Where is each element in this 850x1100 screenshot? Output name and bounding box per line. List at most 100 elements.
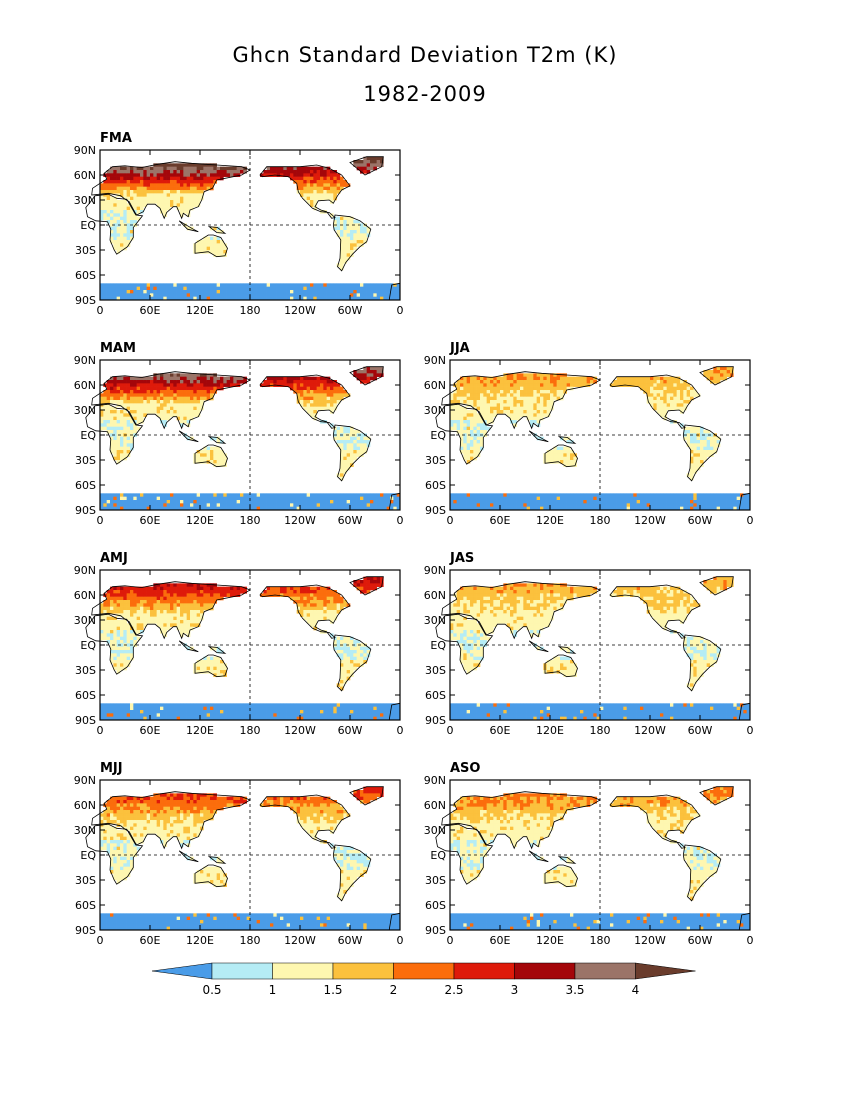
grid-cell: [106, 170, 111, 174]
grid-cell: [160, 586, 164, 591]
grid-cell: [370, 290, 374, 294]
grid-cell: [150, 166, 154, 171]
grid-cell: [520, 496, 524, 501]
grid-cell: [166, 286, 171, 291]
grid-cell: [666, 390, 671, 394]
grid-cell: [230, 503, 234, 507]
grid-cell: [143, 506, 147, 511]
grid-cell: [163, 410, 167, 414]
grid-cell: [346, 446, 351, 451]
grid-cell: [103, 206, 107, 211]
grid-cell: [386, 503, 391, 507]
grid-cell: [130, 410, 134, 414]
grid-cell: [106, 390, 111, 394]
grid-cell: [473, 376, 477, 381]
grid-cell: [686, 383, 691, 387]
grid-cell: [116, 660, 121, 664]
grid-cell: [323, 176, 327, 181]
grid-cell: [120, 503, 124, 507]
grid-cell: [366, 493, 371, 497]
grid-cell: [200, 186, 204, 191]
grid-cell: [123, 400, 127, 404]
grid-cell: [460, 493, 464, 497]
grid-cell: [136, 406, 141, 411]
grid-cell: [116, 440, 121, 444]
grid-cell: [156, 173, 161, 177]
grid-cell: [130, 630, 134, 634]
grid-cell: [203, 586, 207, 591]
grid-cell: [303, 506, 307, 511]
grid-cell: [486, 376, 491, 381]
grid-cell: [326, 283, 331, 287]
grid-cell: [480, 403, 484, 407]
grid-cell: [696, 430, 701, 434]
grid-cell: [156, 496, 161, 501]
grid-cell: [110, 166, 114, 171]
grid-cell: [346, 293, 351, 297]
grid-cell: [320, 493, 324, 497]
grid-cell: [133, 203, 137, 207]
grid-cell: [230, 286, 234, 291]
grid-cell: [506, 496, 511, 501]
grid-cell: [543, 383, 547, 387]
coastline: [349, 366, 384, 386]
grid-cell: [106, 200, 111, 204]
grid-cell: [116, 180, 121, 184]
grid-cell: [670, 383, 674, 387]
grid-cell: [296, 496, 301, 501]
grid-cell: [133, 176, 137, 181]
grid-cell: [303, 496, 307, 501]
grid-cell: [490, 406, 494, 411]
grid-cell: [130, 506, 134, 511]
grid-cell: [126, 626, 131, 631]
grid-cell: [563, 450, 567, 454]
grid-cell: [260, 500, 264, 504]
grid-cell: [653, 500, 657, 504]
grid-cell: [143, 383, 147, 387]
grid-cell: [163, 710, 167, 714]
grid-cell: [646, 393, 651, 397]
grid-cell: [270, 496, 274, 501]
grid-cell: [143, 176, 147, 181]
grid-cell: [456, 390, 461, 394]
grid-cell: [200, 183, 204, 187]
grid-cell: [456, 500, 461, 504]
grid-cell: [346, 233, 351, 237]
grid-cell: [243, 170, 247, 174]
grid-cell: [193, 600, 197, 604]
grid-cell: [503, 390, 507, 394]
grid-cell: [293, 166, 297, 171]
grid-cell: [343, 433, 347, 437]
grid-cell: [196, 396, 201, 401]
grid-cell: [126, 400, 131, 404]
grid-cell: [153, 610, 157, 614]
grid-cell: [363, 496, 367, 501]
grid-cell: [130, 636, 134, 641]
grid-cell: [156, 710, 161, 714]
grid-cell: [306, 503, 311, 507]
grid-cell: [333, 496, 337, 501]
grid-cell: [113, 713, 117, 717]
grid-cell: [466, 440, 471, 444]
grid-cell: [166, 600, 171, 604]
grid-cell: [236, 496, 241, 501]
grid-cell: [480, 423, 484, 427]
grid-cell: [243, 283, 247, 287]
grid-cell: [276, 290, 281, 294]
grid-cell: [170, 390, 174, 394]
grid-cell: [233, 170, 237, 174]
grid-cell: [166, 613, 171, 617]
grid-cell: [156, 623, 161, 627]
grid-cell: [210, 453, 214, 457]
grid-cell: [676, 500, 681, 504]
grid-cell: [340, 246, 344, 251]
grid-cell: [453, 500, 457, 504]
grid-cell: [223, 293, 227, 297]
grid-cell: [306, 380, 311, 384]
grid-cell: [266, 506, 271, 511]
grid-cell: [663, 380, 667, 384]
grid-cell: [120, 703, 124, 707]
grid-cell: [186, 710, 191, 714]
grid-cell: [110, 636, 114, 641]
grid-cell: [166, 406, 171, 411]
